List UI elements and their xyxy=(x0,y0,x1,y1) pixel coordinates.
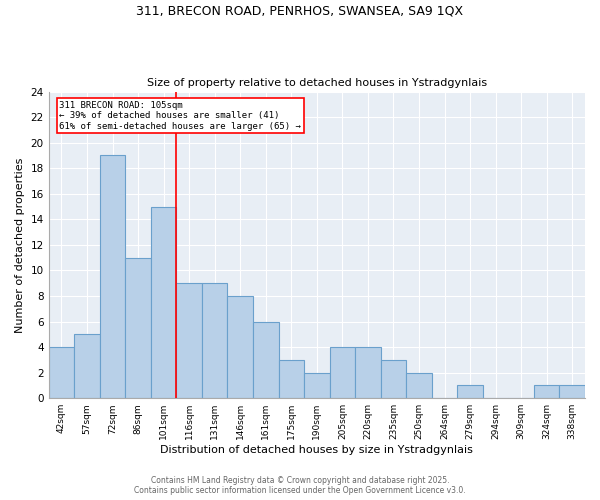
Bar xyxy=(202,283,227,398)
Bar xyxy=(151,206,176,398)
Bar xyxy=(534,386,559,398)
Bar xyxy=(406,372,432,398)
Text: Contains HM Land Registry data © Crown copyright and database right 2025.
Contai: Contains HM Land Registry data © Crown c… xyxy=(134,476,466,495)
Bar xyxy=(457,386,483,398)
X-axis label: Distribution of detached houses by size in Ystradgynlais: Distribution of detached houses by size … xyxy=(160,445,473,455)
Bar xyxy=(253,322,278,398)
Bar xyxy=(559,386,585,398)
Bar xyxy=(227,296,253,398)
Bar xyxy=(355,347,380,398)
Bar xyxy=(329,347,355,398)
Bar xyxy=(74,334,100,398)
Bar xyxy=(100,156,125,398)
Bar xyxy=(278,360,304,398)
Bar xyxy=(380,360,406,398)
Y-axis label: Number of detached properties: Number of detached properties xyxy=(15,157,25,332)
Bar xyxy=(125,258,151,398)
Title: Size of property relative to detached houses in Ystradgynlais: Size of property relative to detached ho… xyxy=(147,78,487,88)
Bar xyxy=(304,372,329,398)
Text: 311, BRECON ROAD, PENRHOS, SWANSEA, SA9 1QX: 311, BRECON ROAD, PENRHOS, SWANSEA, SA9 … xyxy=(136,5,464,18)
Bar xyxy=(176,283,202,398)
Bar xyxy=(49,347,74,398)
Text: 311 BRECON ROAD: 105sqm
← 39% of detached houses are smaller (41)
61% of semi-de: 311 BRECON ROAD: 105sqm ← 39% of detache… xyxy=(59,101,301,130)
